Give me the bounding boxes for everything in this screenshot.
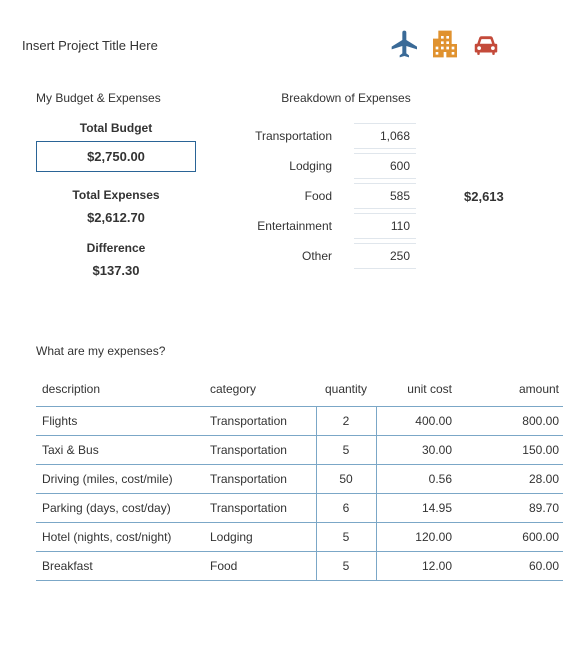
col-description: description — [36, 376, 206, 407]
cell-amount: 150.00 — [456, 436, 563, 465]
cell-description: Driving (miles, cost/mile) — [36, 465, 206, 494]
cell-category: Food — [206, 552, 316, 581]
cell-category: Transportation — [206, 494, 316, 523]
cell-description: Hotel (nights, cost/night) — [36, 523, 206, 552]
table-row: Parking (days, cost/day)Transportation61… — [36, 494, 563, 523]
breakdown-table: Transportation 1,068 Lodging 600 Food 58… — [216, 121, 416, 271]
breakdown-row: Lodging 600 — [216, 151, 416, 181]
difference-value: $137.30 — [36, 263, 196, 278]
cell-category: Transportation — [206, 465, 316, 494]
cell-quantity: 50 — [316, 465, 376, 494]
cell-unit-cost: 120.00 — [376, 523, 456, 552]
cell-category: Lodging — [206, 523, 316, 552]
header-row: Insert Project Title Here — [22, 28, 563, 63]
cell-description: Breakfast — [36, 552, 206, 581]
expenses-header-row: description category quantity unit cost … — [36, 376, 563, 407]
expenses-title: What are my expenses? — [36, 344, 563, 358]
cell-quantity: 6 — [316, 494, 376, 523]
col-quantity: quantity — [316, 376, 376, 407]
expenses-section: What are my expenses? description catego… — [22, 344, 563, 581]
project-title[interactable]: Insert Project Title Here — [22, 38, 158, 53]
cell-amount: 89.70 — [456, 494, 563, 523]
col-amount: amount — [456, 376, 563, 407]
total-budget-label: Total Budget — [36, 121, 196, 135]
cell-quantity: 2 — [316, 407, 376, 436]
cell-description: Parking (days, cost/day) — [36, 494, 206, 523]
breakdown-name: Food — [216, 189, 354, 203]
header-icons — [389, 28, 503, 63]
breakdown-row: Other 250 — [216, 241, 416, 271]
cell-quantity: 5 — [316, 436, 376, 465]
cell-amount: 60.00 — [456, 552, 563, 581]
cell-unit-cost: 12.00 — [376, 552, 456, 581]
cell-category: Transportation — [206, 436, 316, 465]
cell-unit-cost: 14.95 — [376, 494, 456, 523]
cell-amount: 600.00 — [456, 523, 563, 552]
breakdown-value: 1,068 — [354, 123, 416, 149]
breakdown-name: Lodging — [216, 159, 354, 173]
breakdown-section-label: Breakdown of Expenses — [216, 91, 476, 105]
building-icon — [429, 28, 461, 63]
cell-description: Flights — [36, 407, 206, 436]
cell-amount: 28.00 — [456, 465, 563, 494]
table-row: BreakfastFood512.0060.00 — [36, 552, 563, 581]
breakdown-name: Other — [216, 249, 354, 263]
table-row: Driving (miles, cost/mile)Transportation… — [36, 465, 563, 494]
breakdown-value: 585 — [354, 183, 416, 209]
cell-unit-cost: 0.56 — [376, 465, 456, 494]
cell-amount: 800.00 — [456, 407, 563, 436]
cell-unit-cost: 30.00 — [376, 436, 456, 465]
breakdown-row: Food 585 — [216, 181, 416, 211]
budget-section-label: My Budget & Expenses — [36, 91, 196, 105]
difference-label: Difference — [36, 241, 196, 255]
col-category: category — [206, 376, 316, 407]
car-icon — [469, 30, 503, 63]
cell-quantity: 5 — [316, 523, 376, 552]
cell-unit-cost: 400.00 — [376, 407, 456, 436]
cell-description: Taxi & Bus — [36, 436, 206, 465]
upper-section: My Budget & Expenses Total Budget $2,750… — [22, 91, 563, 294]
breakdown-column: Breakdown of Expenses Transportation 1,0… — [216, 91, 563, 294]
cell-quantity: 5 — [316, 552, 376, 581]
breakdown-total: $2,613 — [464, 189, 504, 204]
total-budget-value[interactable]: $2,750.00 — [36, 141, 196, 172]
table-row: Taxi & BusTransportation530.00150.00 — [36, 436, 563, 465]
table-row: FlightsTransportation2400.00800.00 — [36, 407, 563, 436]
expenses-table: description category quantity unit cost … — [36, 376, 563, 581]
col-unit-cost: unit cost — [376, 376, 456, 407]
breakdown-value: 250 — [354, 243, 416, 269]
breakdown-value: 600 — [354, 153, 416, 179]
table-row: Hotel (nights, cost/night)Lodging5120.00… — [36, 523, 563, 552]
total-expenses-label: Total Expenses — [36, 188, 196, 202]
breakdown-wrap: Transportation 1,068 Lodging 600 Food 58… — [216, 121, 563, 271]
breakdown-row: Entertainment 110 — [216, 211, 416, 241]
breakdown-value: 110 — [354, 213, 416, 239]
budget-column: My Budget & Expenses Total Budget $2,750… — [36, 91, 196, 294]
breakdown-name: Transportation — [216, 129, 354, 143]
cell-category: Transportation — [206, 407, 316, 436]
total-expenses-value: $2,612.70 — [36, 210, 196, 225]
breakdown-name: Entertainment — [216, 219, 354, 233]
plane-icon — [389, 28, 421, 63]
breakdown-row: Transportation 1,068 — [216, 121, 416, 151]
